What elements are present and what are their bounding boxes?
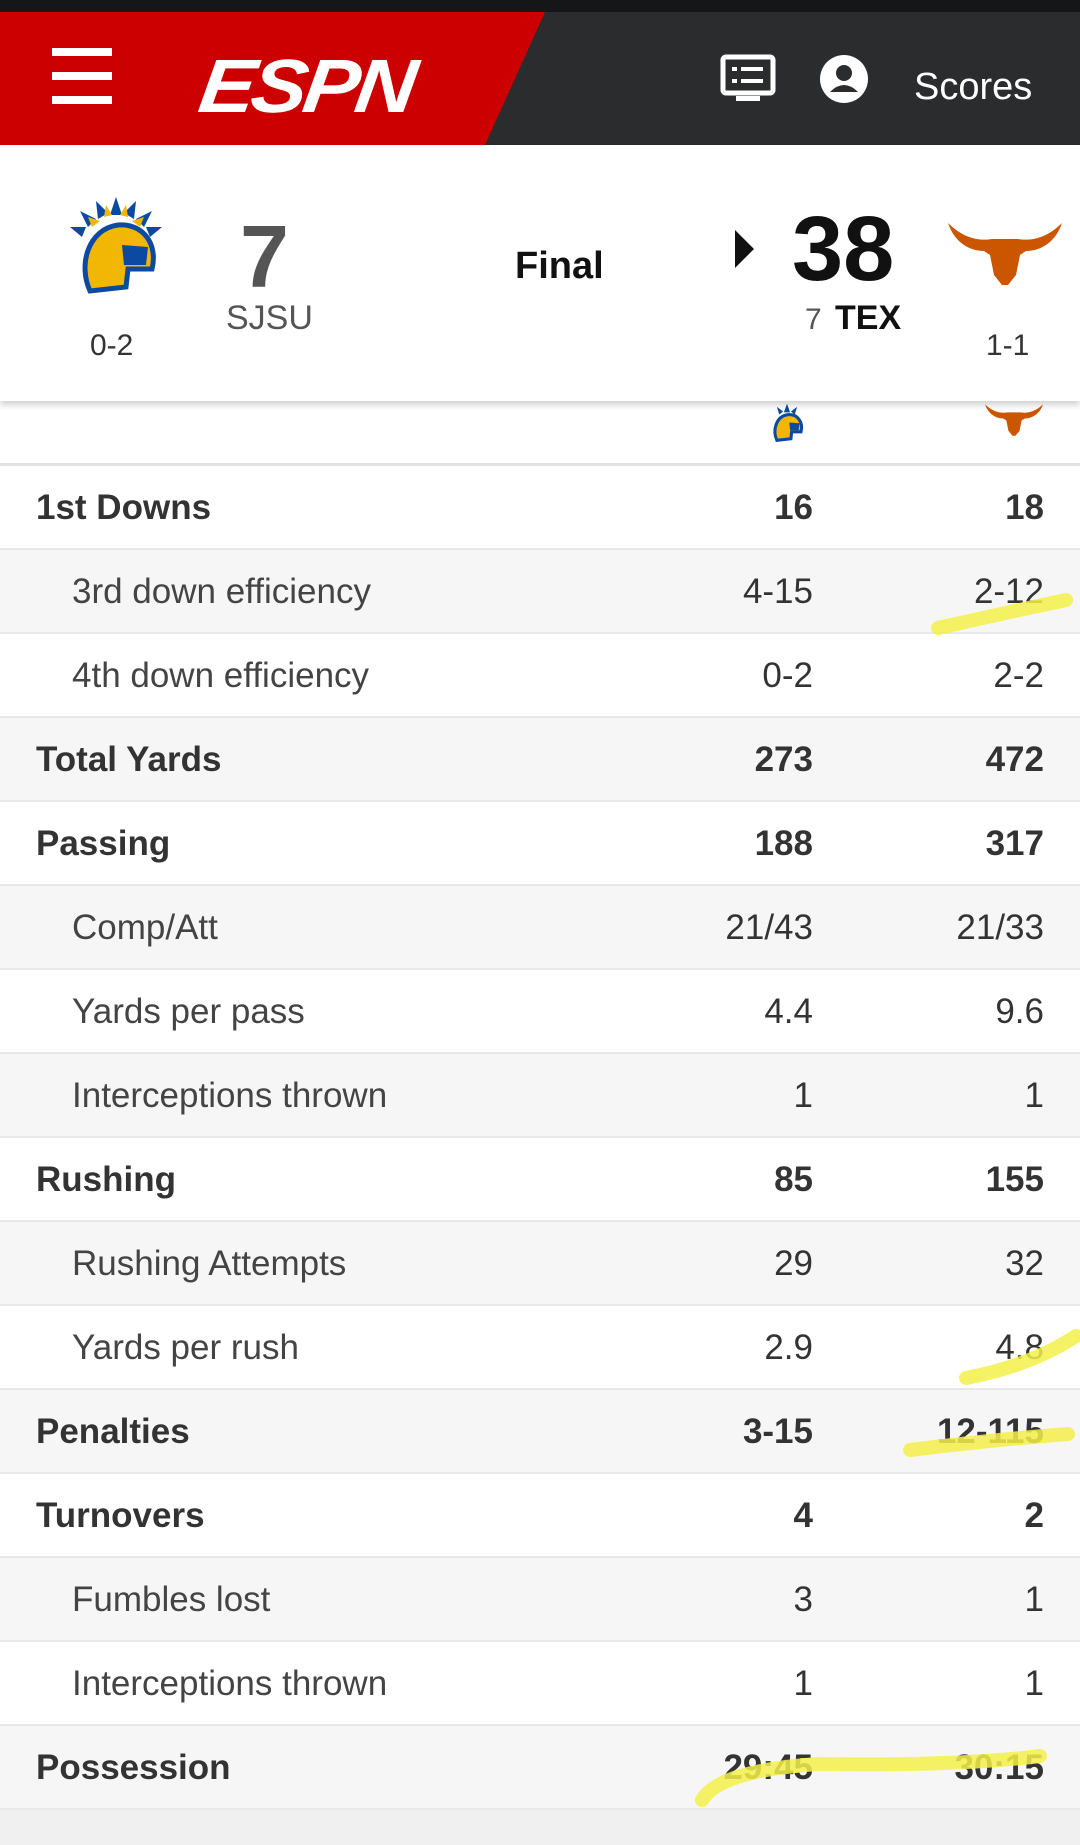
longhorn-icon [984,401,1044,442]
stat-row: Total Yards 273 472 [0,718,1080,802]
page-bottom [0,1810,1080,1845]
away-stat-value: 85 [774,1160,813,1199]
stat-label: Yards per pass [72,992,305,1031]
winner-arrow-icon [735,230,754,268]
home-stat-value: 12-115 [936,1412,1044,1451]
espn-logo[interactable]: ESPN [194,43,419,129]
away-stat-value: 4.4 [764,992,813,1031]
home-stat-value: 2-12 [973,572,1044,611]
home-score: 38 [792,198,895,300]
home-stat-value: 4.8 [995,1328,1044,1367]
stat-row: 1st Downs 16 18 [0,466,1080,550]
stat-row: Comp/Att 21/43 21/33 [0,886,1080,970]
stat-label: Yards per rush [72,1328,299,1367]
home-stat-value: 472 [985,740,1044,779]
stat-label: Turnovers [36,1496,205,1535]
away-stat-value: 29:45 [723,1748,813,1787]
stat-row: Interceptions thrown 1 1 [0,1642,1080,1726]
stat-row: Possession 29:45 30:15 [0,1726,1080,1810]
away-stat-value: 29 [774,1244,813,1283]
away-abbr: SJSU [226,299,313,337]
home-stat-value: 2 [1024,1496,1044,1535]
home-stat-value: 30:15 [954,1748,1044,1787]
away-stat-value: 3 [793,1580,813,1619]
away-stat-value: 21/43 [725,908,813,947]
home-rank: 7 [805,303,822,336]
home-record: 1-1 [986,329,1030,362]
stat-row: Fumbles lost 3 1 [0,1558,1080,1642]
away-stat-value: 1 [793,1076,813,1115]
stat-label: Passing [36,824,171,863]
home-stat-value: 18 [1005,488,1044,527]
menu-icon[interactable] [52,48,112,104]
home-stat-value: 21/33 [956,908,1044,947]
stat-row: Passing 188 317 [0,802,1080,886]
home-stat-value: 2-2 [993,656,1044,695]
stat-label: Possession [36,1748,231,1787]
away-stat-value: 1 [793,1664,813,1703]
tv-schedule-icon[interactable] [720,54,776,109]
away-score: 7 [240,207,289,306]
stat-row: Interceptions thrown 1 1 [0,1054,1080,1138]
game-status: Final [515,245,604,287]
top-nav-bar: ESPN Scores [0,0,1080,145]
stat-label: Interceptions thrown [72,1664,388,1703]
away-record: 0-2 [90,329,134,362]
away-stat-value: 188 [754,824,813,863]
longhorn-icon[interactable] [946,217,1064,292]
away-stat-value: 16 [774,488,813,527]
spartan-helmet-icon [762,403,812,450]
home-stat-value: 317 [985,824,1044,863]
stat-label: Rushing [36,1160,176,1199]
home-stat-value: 9.6 [995,992,1044,1031]
scores-link[interactable]: Scores [914,66,1033,108]
stat-label: Interceptions thrown [72,1076,388,1115]
team-stats-table: 1st Downs 16 18 3rd down efficiency 4-15 2-12… [0,401,1080,1810]
stat-label: Penalties [36,1412,190,1451]
home-stat-value: 155 [985,1160,1044,1199]
stat-label: Rushing Attempts [72,1244,347,1283]
spartan-helmet-icon[interactable] [62,195,170,308]
stat-label: Total Yards [36,740,222,779]
stats-header-logos [0,401,1080,466]
home-abbr: TEX [835,299,902,337]
stat-row: 4th down efficiency 0-2 2-2 [0,634,1080,718]
away-stat-value: 4 [793,1496,813,1535]
stat-label: 4th down efficiency [72,656,370,695]
stat-row: Rushing 85 155 [0,1138,1080,1222]
away-stat-value: 3-15 [742,1412,813,1451]
away-stat-value: 273 [754,740,813,779]
home-stat-value: 1 [1024,1076,1044,1115]
stat-row: Rushing Attempts 29 32 [0,1222,1080,1306]
home-stat-value: 1 [1024,1580,1044,1619]
away-stat-value: 4-15 [742,572,813,611]
away-stat-value: 2.9 [764,1328,813,1367]
stat-row: Penalties 3-15 12-115 [0,1390,1080,1474]
stat-row: Turnovers 4 2 [0,1474,1080,1558]
stat-row: Yards per rush 2.9 4.8 [0,1306,1080,1390]
home-stat-value: 1 [1024,1664,1044,1703]
stat-label: Comp/Att [72,908,218,947]
stat-row: Yards per pass 4.4 9.6 [0,970,1080,1054]
away-stat-value: 0-2 [762,656,813,695]
stat-label: 1st Downs [36,488,212,527]
game-scoreboard[interactable]: 0-2 7 SJSU Final 38 7 TEX 1-1 [0,145,1080,401]
stat-label: 3rd down efficiency [72,572,371,611]
home-stat-value: 32 [1005,1244,1044,1283]
stat-row: 3rd down efficiency 4-15 2-12 [0,550,1080,634]
profile-icon[interactable] [819,54,869,109]
stat-label: Fumbles lost [72,1580,271,1619]
